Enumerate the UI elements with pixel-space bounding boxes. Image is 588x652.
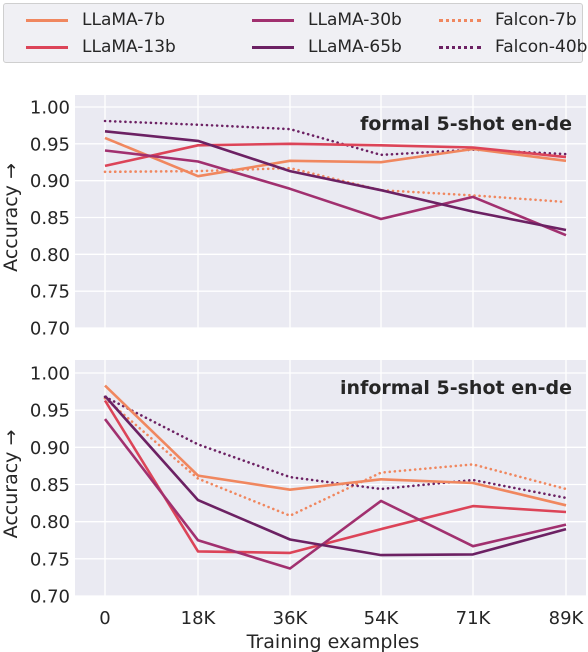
legend-label: Falcon-40b: [495, 37, 588, 57]
y-tick-label: 0.85: [30, 475, 70, 496]
legend-label: LLaMA-13b: [82, 37, 176, 57]
y-tick-label: 0.80: [30, 512, 70, 533]
series-line-falcon-7b: [103, 396, 568, 518]
y-axis-label: Accuracy →: [0, 430, 22, 539]
x-tick-label: 54K: [364, 608, 400, 629]
y-tick-label: 0.80: [30, 245, 70, 266]
legend-label: Falcon-7b: [495, 10, 577, 30]
series-line-llama-7b: [104, 136, 567, 178]
x-axis-label: Training examples: [246, 631, 420, 652]
y-tick-label: 0.95: [30, 401, 70, 422]
legend: LLaMA-7b LLaMA-13b LLaMA-30b LLaMA-65b Falco…: [3, 3, 587, 63]
series-line-llama-65b: [104, 130, 567, 232]
y-tick-label: 0.70: [30, 587, 70, 608]
legend-line-swatch: [252, 45, 294, 49]
series-line-llama-30b: [103, 418, 567, 570]
legend-line-swatch: [252, 18, 294, 22]
chart-panel-1: 0.70 0.75 0.80 0.85 0.90 0.95 1.00 formal 5-sho…: [0, 95, 586, 340]
chart-title: informal 5-shot en-de: [340, 377, 572, 399]
legend-item-falcon-7b: Falcon-7b: [439, 9, 577, 31]
series-line-llama-7b: [104, 384, 567, 507]
y-tick-label: 0.90: [30, 438, 70, 459]
x-tick-label: 71K: [456, 608, 492, 629]
legend-label: LLaMA-7b: [82, 10, 166, 30]
y-tick-label: 1.00: [30, 364, 70, 385]
legend-item-llama-30b: LLaMA-30b: [252, 9, 402, 31]
legend-line-swatch: [439, 18, 481, 22]
legend-line-swatch: [439, 45, 481, 49]
x-tick-label: 18K: [181, 608, 217, 629]
series-line-llama-13b: [103, 399, 567, 555]
chart-title: formal 5-shot en-de: [360, 113, 572, 135]
x-tick-label: 36K: [273, 608, 309, 629]
legend-item-llama-7b: LLaMA-7b: [26, 9, 165, 31]
x-tick-label: 0: [99, 608, 110, 629]
y-tick-label: 0.95: [30, 134, 70, 155]
legend-item-llama-13b: LLaMA-13b: [26, 36, 176, 58]
series-line-llama-13b: [104, 142, 567, 168]
y-tick-label: 0.75: [30, 549, 70, 570]
y-tick-label: 0.70: [30, 319, 70, 340]
y-tick-label: 0.90: [30, 171, 70, 192]
plot-background: [75, 95, 586, 328]
series-line-llama-65b: [104, 395, 567, 557]
series-line-llama-30b: [104, 149, 567, 237]
legend-label: LLaMA-30b: [308, 10, 402, 30]
legend-item-llama-65b: LLaMA-65b: [252, 36, 402, 58]
legend-item-falcon-40b: Falcon-40b: [439, 36, 587, 58]
y-tick-label: 0.75: [30, 282, 70, 303]
y-tick-label: 1.00: [30, 98, 70, 119]
x-tick-label: 89K: [549, 608, 585, 629]
legend-label: LLaMA-65b: [308, 37, 402, 57]
y-tick-label: 0.85: [30, 208, 70, 229]
chart-panel-2: 0.70 0.75 0.80 0.85 0.90 0.95 1.00 0 18K 36K 54K 71…: [0, 360, 586, 652]
legend-line-swatch: [26, 18, 68, 22]
legend-line-swatch: [26, 45, 68, 49]
y-axis-label: Accuracy →: [0, 163, 22, 272]
plot-background: [75, 360, 586, 596]
series-line-falcon-40b: [103, 395, 568, 500]
